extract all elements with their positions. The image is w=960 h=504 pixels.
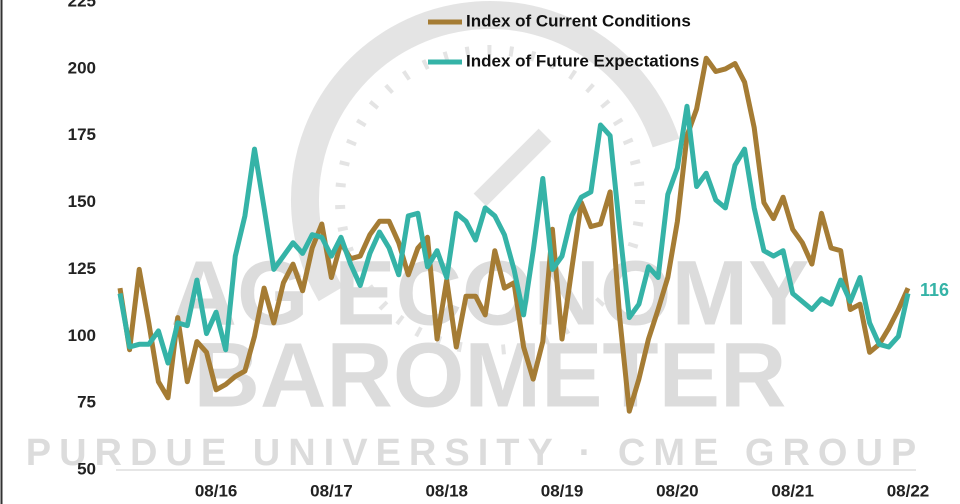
x-tick-label: 08/17 xyxy=(310,481,353,500)
x-tick-label: 08/22 xyxy=(887,481,930,500)
y-tick-label: 100 xyxy=(68,326,96,345)
y-tick-label: 150 xyxy=(68,192,96,211)
gauge-ticks xyxy=(335,45,645,355)
y-tick-label: 175 xyxy=(68,125,96,144)
x-tick-label: 08/20 xyxy=(656,481,699,500)
watermark-subtitle: PURDUE UNIVERSITY · CME GROUP xyxy=(26,432,924,474)
y-tick-label: 50 xyxy=(77,459,96,478)
y-tick-label: 200 xyxy=(68,58,96,77)
y-tick-label: 125 xyxy=(68,259,96,278)
legend-label: Index of Future Expectations xyxy=(466,51,699,70)
x-tick-label: 08/21 xyxy=(771,481,814,500)
series-line xyxy=(117,103,911,366)
end-label: 116 xyxy=(920,280,949,300)
x-tick-label: 08/18 xyxy=(425,481,468,500)
watermark-line2: BAROMETER xyxy=(194,324,787,426)
x-tick-label: 08/16 xyxy=(195,481,238,500)
series-line xyxy=(117,55,911,414)
y-tick-label: 75 xyxy=(77,393,96,412)
y-tick-label: 225 xyxy=(68,0,96,10)
legend-label: Index of Current Conditions xyxy=(466,11,691,30)
x-tick-label: 08/19 xyxy=(541,481,584,500)
gauge-needle xyxy=(473,128,552,207)
gauge-arc xyxy=(291,0,689,399)
